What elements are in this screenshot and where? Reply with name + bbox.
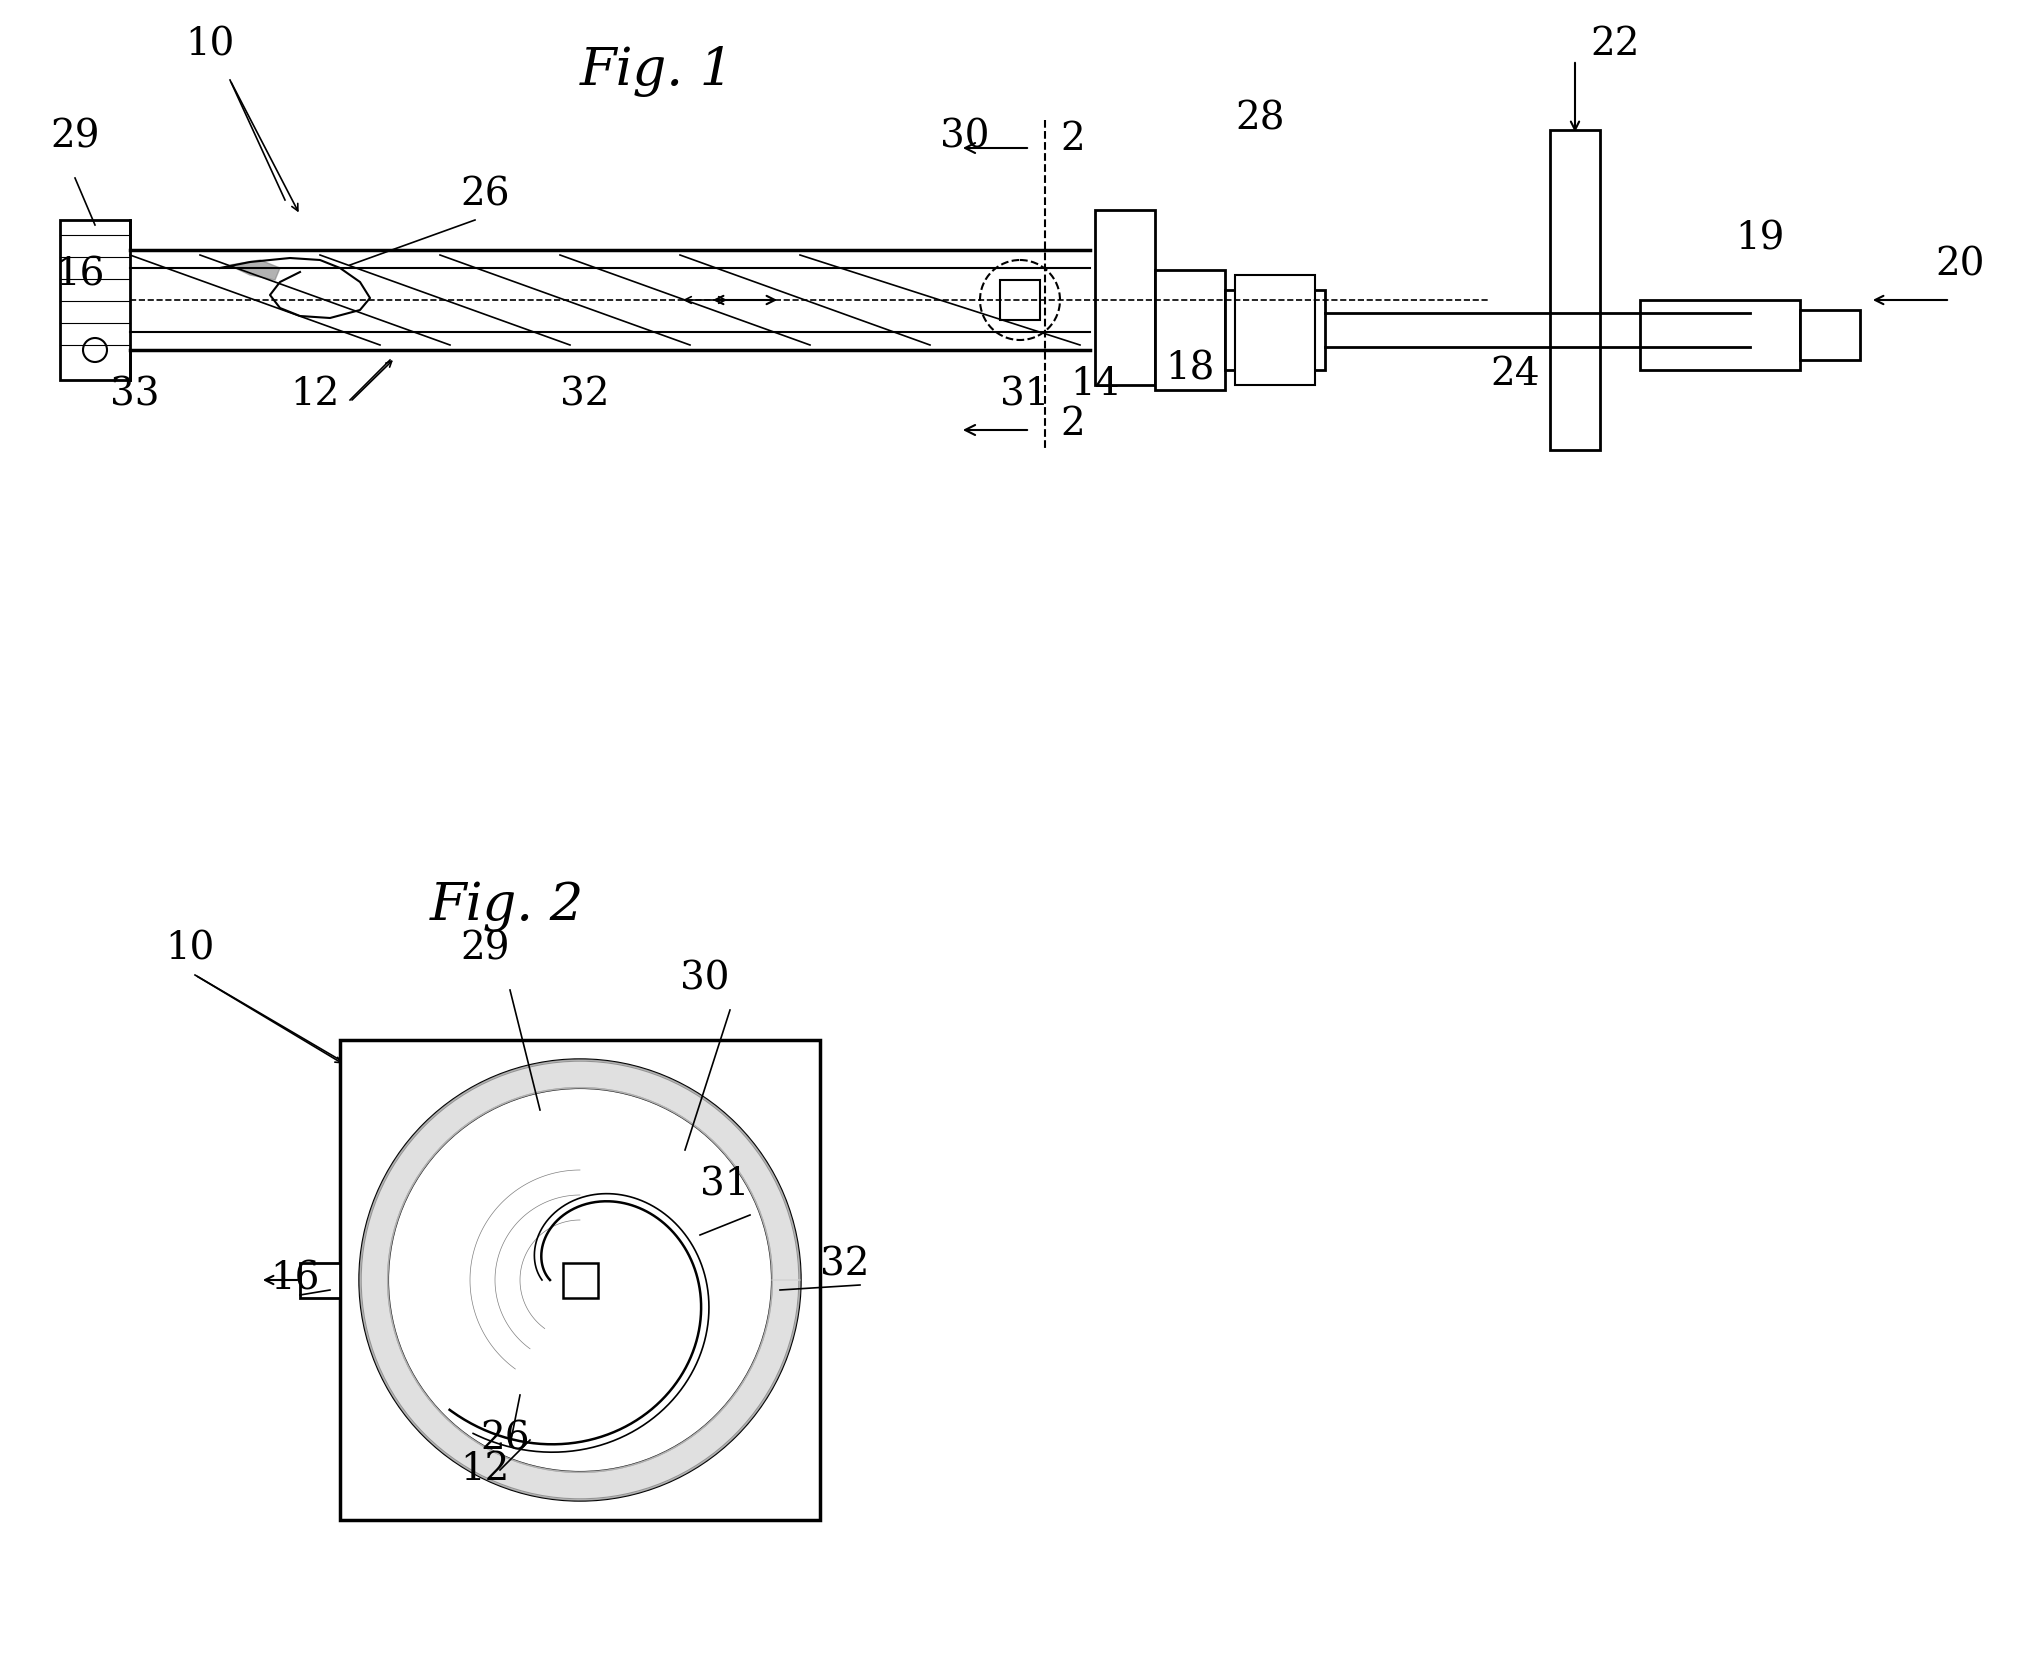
Bar [59,219,130,381]
Text: 26: 26 [479,1421,530,1458]
Text: 31: 31 [999,376,1048,412]
Polygon shape [230,259,279,279]
Text: 24: 24 [1488,356,1539,392]
Text: 29: 29 [51,120,100,156]
Text: 10: 10 [186,27,234,63]
Bar [1798,311,1860,361]
Text: 12: 12 [459,1451,510,1487]
Text: 33: 33 [110,376,159,412]
Text: 2: 2 [1060,121,1085,158]
Text: 12: 12 [290,376,338,412]
Text: 22: 22 [1588,27,1639,63]
Bar [1095,209,1154,386]
Text: 16: 16 [55,256,104,293]
Text: 30: 30 [940,120,989,156]
Bar [1154,269,1223,391]
Text: 32: 32 [561,376,610,412]
Bar [563,1263,597,1298]
Text: 29: 29 [459,931,510,967]
Bar [999,279,1040,321]
Text: 31: 31 [699,1167,748,1203]
Polygon shape [359,1060,799,1501]
Bar [341,1040,820,1521]
Text: 30: 30 [679,961,730,997]
Text: 32: 32 [820,1246,869,1283]
Text: Fig. 2: Fig. 2 [430,881,583,932]
Text: 20: 20 [1935,246,1984,283]
Bar [1550,130,1599,450]
Text: 2: 2 [1060,406,1085,444]
Text: 10: 10 [165,931,214,967]
Text: 28: 28 [1234,101,1285,138]
Bar [1234,274,1315,386]
Text: 16: 16 [269,1261,320,1298]
Text: 18: 18 [1164,351,1213,387]
Bar [1223,289,1325,371]
Text: 14: 14 [1070,366,1119,402]
Bar [1639,301,1798,371]
Text: 19: 19 [1733,221,1784,258]
Text: Fig. 1: Fig. 1 [579,47,734,96]
Bar [300,1263,341,1298]
Text: 26: 26 [459,176,510,213]
